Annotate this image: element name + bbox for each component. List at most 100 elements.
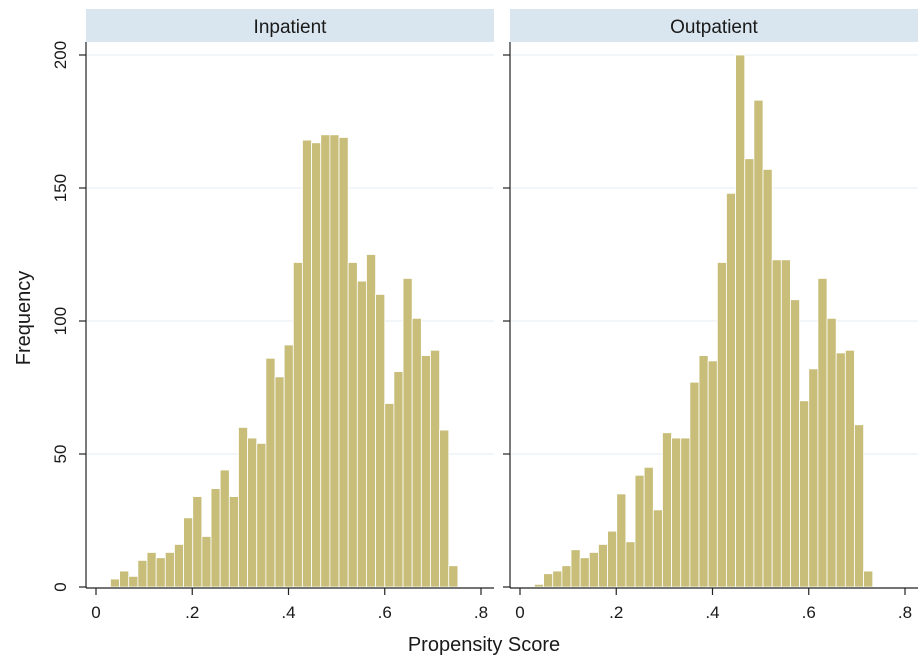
histogram-bar: [561, 565, 572, 588]
histogram-bar: [146, 552, 157, 588]
histogram-bar: [210, 488, 221, 588]
histogram-bar: [625, 541, 636, 588]
histogram-bar: [863, 570, 874, 588]
histogram-bar: [534, 583, 544, 588]
histogram-bar: [543, 573, 554, 588]
histogram-bar: [347, 262, 358, 588]
histogram-bar: [292, 262, 303, 588]
histogram-bar: [256, 442, 267, 588]
panel-strip: [510, 9, 918, 42]
histogram-bar: [588, 552, 599, 588]
histogram-bar: [430, 349, 441, 588]
histogram-bar: [616, 493, 627, 588]
histogram-bar: [790, 299, 801, 588]
histogram-bar: [375, 293, 386, 588]
histogram-bar: [808, 368, 819, 588]
histogram-bar: [393, 371, 404, 588]
y-tick-label: 0: [51, 582, 70, 591]
x-tick-label: .2: [185, 603, 199, 622]
histogram-bar: [128, 575, 139, 588]
histogram-bar: [826, 317, 837, 588]
histogram-bar: [192, 496, 203, 588]
y-tick-label: 50: [51, 445, 70, 464]
histogram-bar: [311, 142, 322, 588]
histogram-bar: [201, 536, 212, 588]
y-axis-title: Frequency: [13, 271, 35, 366]
histogram-bar: [771, 259, 782, 588]
x-tick-label: .4: [705, 603, 719, 622]
histogram-bar: [643, 466, 654, 588]
histogram-bar: [844, 349, 855, 588]
panel-inpatient: Inpatient 0 .2 .4 .6 .8 0 50 100 150 200: [51, 9, 494, 622]
histogram-bar: [716, 262, 727, 588]
histogram-bar: [439, 429, 450, 588]
y-tick-label: 100: [51, 307, 70, 335]
histogram-bar: [137, 560, 148, 588]
histogram-bar: [356, 280, 367, 588]
histogram-bar: [598, 544, 608, 588]
histogram-bar: [698, 355, 709, 588]
panel-outpatient: Outpatient 0 .2 .4 .6 .8: [503, 9, 918, 622]
histogram-bar: [570, 549, 581, 588]
histogram-bar: [402, 278, 413, 588]
histogram-bar: [552, 570, 563, 588]
histogram-bar: [780, 259, 791, 588]
x-tick-label: .2: [609, 603, 623, 622]
histogram-bar: [119, 570, 130, 588]
histogram-bar: [762, 168, 773, 588]
histogram-bar: [707, 360, 718, 588]
panel-title: Outpatient: [670, 17, 758, 38]
histogram-bar: [835, 352, 846, 588]
histogram-bar: [753, 99, 764, 588]
y-tick-label: 150: [51, 174, 70, 202]
histogram-bar: [366, 254, 377, 588]
histogram-bar: [247, 437, 258, 588]
histogram-bar: [274, 376, 285, 588]
histogram-bar: [817, 278, 828, 588]
panel-title: Inpatient: [254, 17, 328, 38]
x-tick-label: .8: [898, 603, 912, 622]
histogram-bar: [854, 424, 865, 588]
histogram-bar: [265, 357, 276, 588]
histogram-bar: [726, 192, 736, 588]
histogram-bar: [384, 403, 395, 588]
histogram-bar: [680, 437, 691, 588]
histogram-bar: [662, 432, 672, 588]
histogram-bar: [164, 552, 175, 588]
x-tick-label: .6: [378, 603, 392, 622]
histogram-bar: [411, 317, 422, 588]
histogram-bar: [219, 469, 230, 588]
histogram-bar: [302, 139, 312, 588]
x-tick-label: .4: [281, 603, 295, 622]
x-tick-label: 0: [91, 603, 100, 622]
histogram-bar: [735, 54, 746, 588]
histogram-bar: [238, 426, 248, 588]
histogram-bar: [338, 137, 349, 588]
histogram-bar: [174, 544, 184, 588]
histogram-bar: [320, 134, 331, 588]
x-tick-label: 0: [515, 603, 524, 622]
histogram-bar: [799, 400, 810, 588]
histogram-bar: [634, 474, 645, 588]
y-tick-label: 200: [51, 41, 70, 69]
histogram-bar: [228, 496, 239, 588]
histogram-bar: [420, 355, 431, 588]
histogram-bar: [689, 381, 700, 588]
histogram-bar: [671, 437, 682, 588]
histogram-bar: [155, 557, 166, 588]
histogram-bar: [448, 565, 459, 588]
histogram-bar: [329, 134, 340, 588]
x-axis-title: Propensity Score: [408, 634, 560, 656]
panels: Inpatient 0 .2 .4 .6 .8 0 50 100 150 200 Outpatient…: [51, 9, 918, 622]
x-tick-label: .8: [474, 603, 488, 622]
histogram-bar: [744, 158, 755, 588]
histogram-bar: [283, 344, 294, 588]
histogram-bar: [579, 557, 590, 588]
panel-strip: [86, 9, 494, 42]
x-tick-label: .6: [802, 603, 816, 622]
histogram-bar: [607, 530, 618, 588]
histogram-bar: [110, 578, 120, 588]
histogram-bar: [652, 509, 663, 588]
histogram-bar: [183, 517, 194, 588]
